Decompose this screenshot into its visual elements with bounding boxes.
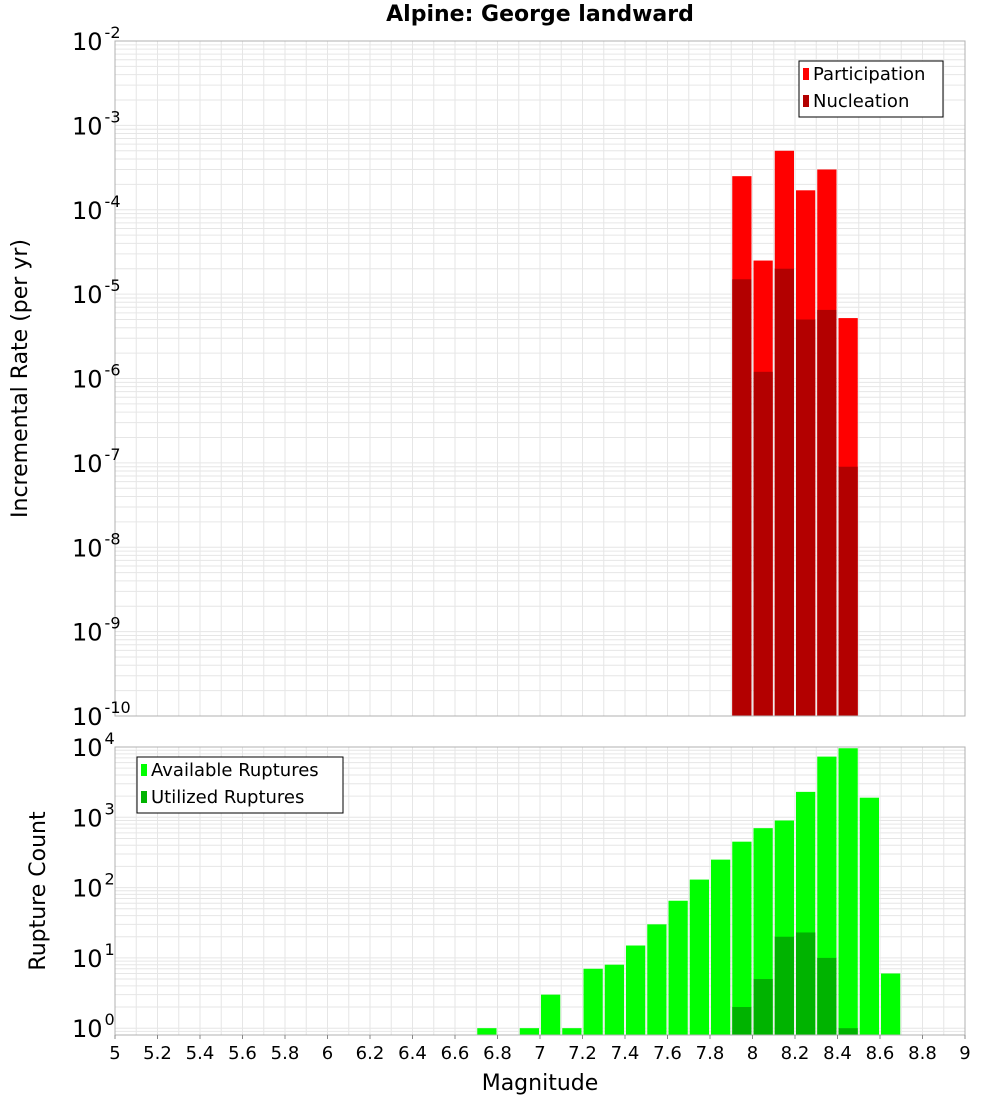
x-tick-label: 9: [959, 1043, 970, 1064]
x-tick-label: 7.2: [568, 1043, 597, 1064]
chart-title: Alpine: George landward: [386, 2, 694, 27]
legend-box: [136, 756, 344, 814]
bar: [711, 859, 731, 1035]
legend-label: Available Ruptures: [151, 760, 319, 781]
count-series-utilized-ruptures: [732, 932, 858, 1035]
bar: [881, 973, 901, 1035]
x-tick-label: 5.8: [271, 1043, 300, 1064]
y-tick-label: 10 -7: [72, 445, 121, 478]
x-tick-label: 6.4: [398, 1043, 427, 1064]
rate-plot-frame: [114, 40, 966, 717]
x-tick-label: 5.4: [186, 1043, 215, 1064]
bar: [626, 945, 646, 1035]
bar: [583, 968, 603, 1035]
rate-y-axis-title: Incremental Rate (per yr): [8, 239, 33, 518]
bar: [668, 900, 688, 1035]
y-tick-label: 10 -2: [72, 23, 121, 56]
bar: [796, 932, 816, 1035]
bar: [838, 748, 858, 1035]
x-tick-label: 6.6: [441, 1043, 470, 1064]
rate-series-nucleation: [732, 268, 858, 716]
rate-panel: 10-2 10-3 10-4 10-5 10-6 10-7 10-8 10-9 10 -10 Inc…: [8, 23, 966, 731]
bar: [753, 979, 773, 1035]
bar: [604, 964, 624, 1035]
x-tick-label: 6: [322, 1043, 333, 1064]
x-tick-label: 8.4: [823, 1043, 852, 1064]
bar: [796, 319, 816, 716]
bar: [774, 268, 794, 716]
y-tick-label: 10 4: [72, 729, 115, 762]
legend-swatch: [141, 791, 147, 803]
bar: [689, 879, 709, 1035]
legend-box: [798, 60, 944, 118]
x-tick-label: 5.6: [228, 1043, 257, 1064]
bar: [541, 994, 561, 1035]
x-tick-label: 7.8: [696, 1043, 725, 1064]
y-tick-label: 10 2: [72, 870, 115, 903]
count-legend: Available Ruptures Utilized Ruptures: [136, 756, 344, 814]
x-tick-label: 8.8: [908, 1043, 937, 1064]
y-tick-label: 10 -10: [72, 698, 131, 731]
bar: [477, 1028, 497, 1035]
x-tick-label: 8.2: [781, 1043, 810, 1064]
count-y-axis-title: Rupture Count: [26, 811, 51, 971]
x-tick-label: 8: [747, 1043, 758, 1064]
bar: [732, 279, 752, 716]
y-tick-label: 10 1: [72, 940, 115, 973]
x-tick-label: 7: [534, 1043, 545, 1064]
legend-swatch: [803, 68, 809, 80]
x-tick-label: 5: [109, 1043, 120, 1064]
x-tick-label: 7.4: [611, 1043, 640, 1064]
bar: [838, 1028, 858, 1035]
bar: [859, 797, 879, 1035]
legend-swatch: [141, 764, 147, 776]
x-tick-label: 6.8: [483, 1043, 512, 1064]
y-tick-label: 10 0: [72, 1010, 115, 1043]
y-tick-label: 10 -5: [72, 276, 121, 309]
x-tick-label: 7.6: [653, 1043, 682, 1064]
bar: [519, 1028, 539, 1035]
bar: [647, 924, 667, 1035]
x-tick-label: 5.2: [143, 1043, 172, 1064]
y-tick-label: 10 -6: [72, 361, 121, 394]
bar: [732, 841, 752, 1035]
bar: [774, 936, 794, 1035]
x-axis-title: Magnitude: [482, 1071, 599, 1096]
bar: [838, 466, 858, 716]
y-tick-label: 10 -8: [72, 529, 121, 562]
rate-grid: [114, 40, 966, 717]
bar: [817, 957, 837, 1035]
bar: [732, 1007, 752, 1035]
bar: [753, 371, 773, 716]
y-tick-label: 10 -9: [72, 614, 121, 647]
x-tick-label: 6.2: [356, 1043, 385, 1064]
bar: [817, 309, 837, 716]
legend-label: Nucleation: [813, 91, 909, 112]
bar: [562, 1028, 582, 1035]
legend-label: Participation: [813, 64, 925, 85]
y-tick-label: 10 -4: [72, 192, 121, 225]
y-tick-label: 10 3: [72, 799, 115, 832]
legend-swatch: [803, 95, 809, 107]
rate-legend: Participation Nucleation: [798, 60, 944, 118]
x-tick-label: 8.6: [866, 1043, 895, 1064]
legend-label: Utilized Ruptures: [151, 787, 304, 808]
y-tick-label: 10 -3: [72, 107, 121, 140]
